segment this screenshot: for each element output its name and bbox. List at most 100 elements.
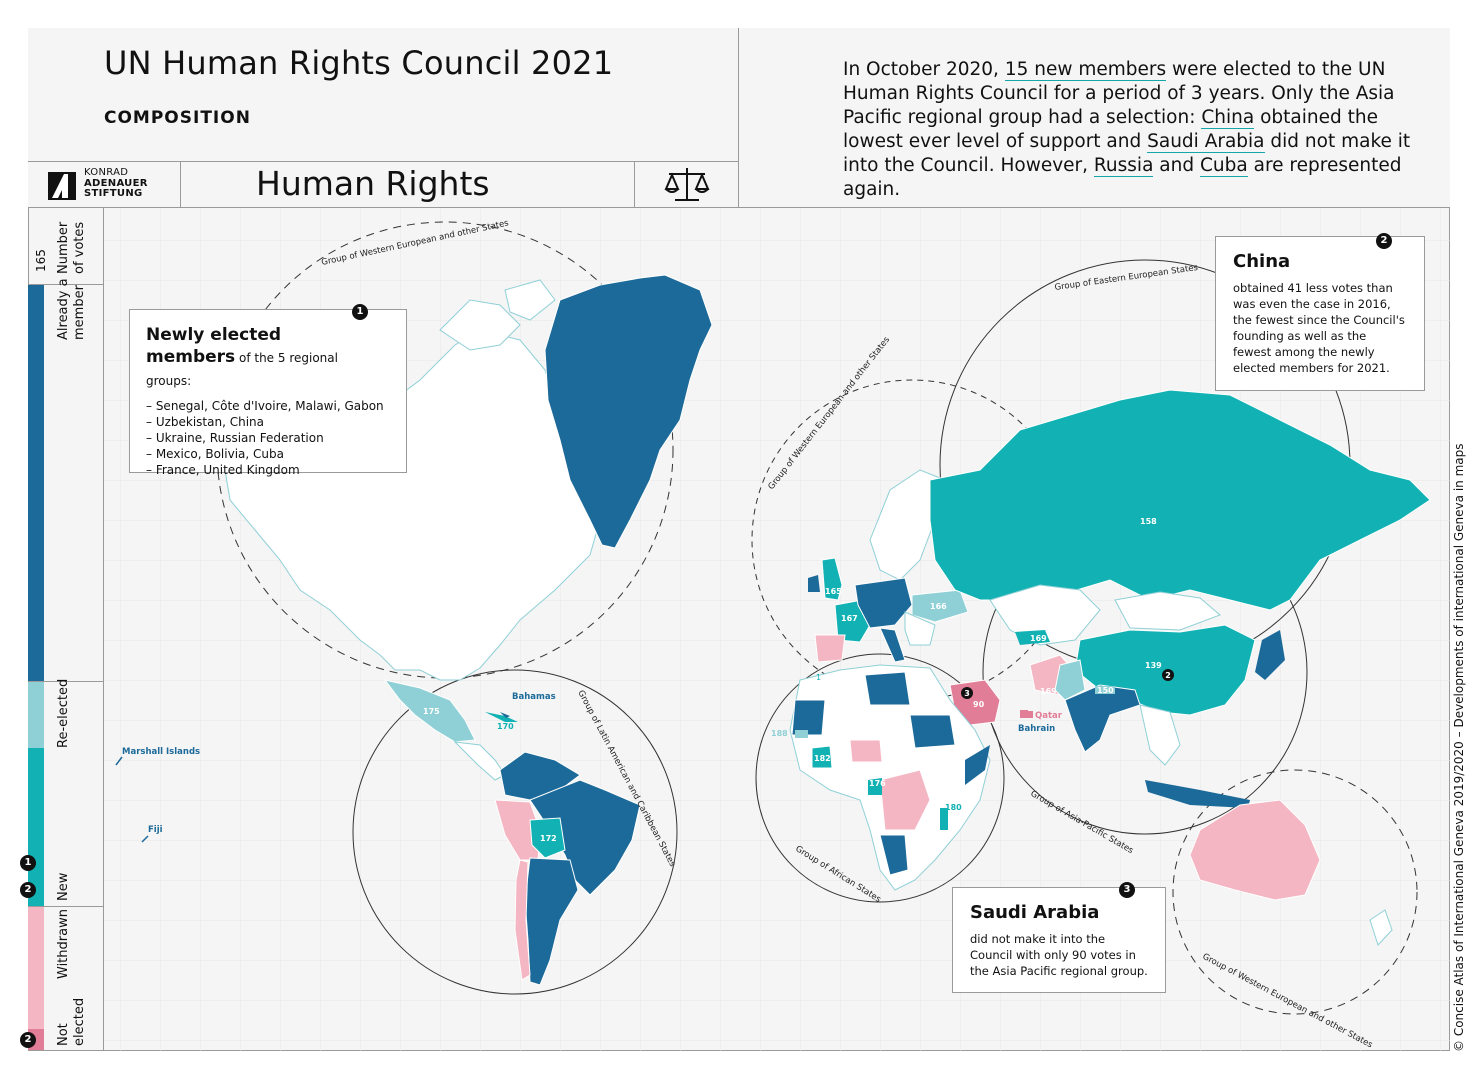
ukraine <box>911 589 969 623</box>
intro-text-part: obtained the lowest ever level of suppor… <box>843 107 1378 152</box>
page-title: UN Human Rights Council 2021 <box>104 44 614 82</box>
place-label-marshall: Marshall Islands <box>122 747 200 757</box>
intro-text-part: were elected to the UN Human Rights Coun… <box>843 59 1395 128</box>
vote-label-china: 139 <box>1145 661 1162 670</box>
mexico <box>383 679 476 743</box>
legend-label-reelected: Re-elected <box>56 678 71 748</box>
logo-row: KONRAD ADENAUER STIFTUNG Human Rights <box>28 161 739 208</box>
map-badge-china-text: 2 <box>1165 671 1171 680</box>
intro-text-part: did not make it into the Council. Howeve… <box>843 131 1411 176</box>
map-badge-saudi-text: 3 <box>964 689 970 698</box>
vote-label-gabon: 176 <box>869 779 886 788</box>
pakistan <box>1054 659 1086 701</box>
vote-label-mauritania: 1 <box>816 673 821 682</box>
fiji <box>141 835 149 843</box>
place-label-fiji: Fiji <box>148 825 163 835</box>
list-item: – France, United Kingdom <box>146 463 300 477</box>
ireland <box>808 575 820 592</box>
legend-votes-label: Number of votes <box>56 221 87 274</box>
intro-text-part: In October 2020, <box>843 59 1005 80</box>
box-badge-3: 3 <box>1119 882 1135 898</box>
spain <box>814 634 846 663</box>
newly-elected-list: – Senegal, Côte d'Ivoire, Malawi, Gabon … <box>146 398 390 478</box>
new-zealand <box>1369 909 1393 946</box>
logo-line: ADENAUER <box>84 177 148 189</box>
congo-drc <box>879 769 931 831</box>
vote-label-nepal: 150 <box>1097 686 1114 695</box>
newly-elected-heading: Newly elected members of the 5 regional … <box>146 324 346 392</box>
intro-highlight-russia: Russia <box>1093 155 1154 177</box>
legend-label-member: Already a member <box>56 278 87 340</box>
bahamas <box>500 712 510 718</box>
bolivia <box>529 817 566 859</box>
senegal <box>795 730 808 738</box>
central-europe <box>854 577 913 629</box>
chile <box>514 859 531 981</box>
cuba <box>485 712 518 722</box>
marshall-islands <box>115 756 123 766</box>
vote-label-russia: 158 <box>1140 517 1157 526</box>
saudi-box-title: Saudi Arabia <box>970 902 1100 923</box>
intro-text-part: are represented again. <box>843 155 1402 200</box>
ivory-coast <box>811 745 833 769</box>
legend-badge: 1 <box>20 855 36 871</box>
somalia <box>965 745 990 785</box>
logo-line: KONRAD <box>84 167 129 178</box>
icon-cell <box>634 162 740 208</box>
intro-text-part: and <box>1153 155 1200 176</box>
page-subtitle: COMPOSITION <box>104 108 251 128</box>
place-label-bahamas: Bahamas <box>512 692 556 702</box>
united-kingdom <box>821 557 843 601</box>
kazakhstan <box>989 584 1101 646</box>
uzbekistan <box>1015 630 1050 645</box>
vote-label-uk: 165 <box>825 587 842 596</box>
map-badge-china <box>1162 669 1174 681</box>
indonesia <box>1145 780 1250 808</box>
china-box: 2 China obtained 41 less votes than was … <box>1215 233 1425 391</box>
list-item: – Uzbekistan, China <box>146 415 265 429</box>
intro-highlight-new-members: 15 new members <box>1004 59 1167 81</box>
list-item: – Mexico, Bolivia, Cuba <box>146 447 284 461</box>
newly-elected-title: Newly elected members <box>146 325 282 367</box>
eastern-europe <box>904 611 936 646</box>
newly-elected-box: 1 Newly elected members of the 5 regiona… <box>129 304 407 477</box>
vote-label-bolivia: 172 <box>540 834 557 843</box>
group-circle-african <box>755 653 1005 903</box>
sudan <box>909 714 956 749</box>
map-badge-saudi <box>961 687 973 699</box>
topic-label: Human Rights <box>256 164 490 203</box>
legend-divider <box>28 681 103 682</box>
group-circle-grulac <box>352 669 678 995</box>
australia <box>1189 799 1321 901</box>
list-item: – Ukraine, Russian Federation <box>146 431 324 445</box>
mali-niger <box>791 699 826 736</box>
group-circle-weog-oceania <box>1172 769 1418 1015</box>
newly-elected-suffix: of the 5 regional groups: <box>146 351 338 388</box>
vote-label-ivory-coast: 182 <box>814 754 831 763</box>
legend: 165 Number of votes Already a member Re-… <box>20 208 104 1051</box>
vote-label-france: 167 <box>841 614 858 623</box>
legend-label-new: New <box>56 872 71 901</box>
legend-badge: 2 <box>20 1032 36 1048</box>
vote-label-uzbekistan: 169 <box>1030 634 1047 643</box>
list-item: – Senegal, Côte d'Ivoire, Malawi, Gabon <box>146 399 384 413</box>
vote-label-saudi: 90 <box>973 700 985 709</box>
intro-highlight-saudi: Saudi Arabia <box>1147 131 1265 153</box>
vote-label-senegal: 188 <box>771 729 788 738</box>
southeast-asia <box>1139 704 1181 766</box>
qatar-swatch <box>1026 711 1033 718</box>
legend-label-withdrawn: Withdrawn <box>56 909 71 979</box>
china-box-title: China <box>1233 251 1291 272</box>
intro-highlight-cuba: Cuba <box>1200 155 1248 177</box>
logo-cell: KONRAD ADENAUER STIFTUNG <box>28 162 181 208</box>
vote-label-cuba: 170 <box>497 722 514 731</box>
vote-label-pakistan: 169 <box>1040 687 1057 696</box>
canada-islands <box>439 279 556 351</box>
legend-bar-member <box>28 285 44 681</box>
nepal <box>1095 686 1115 694</box>
gabon <box>868 778 882 795</box>
nigeria-chad <box>849 739 883 763</box>
mongolia <box>1114 591 1221 631</box>
legend-badge: 2 <box>20 882 36 898</box>
legend-votes-number: 165 <box>34 249 48 272</box>
